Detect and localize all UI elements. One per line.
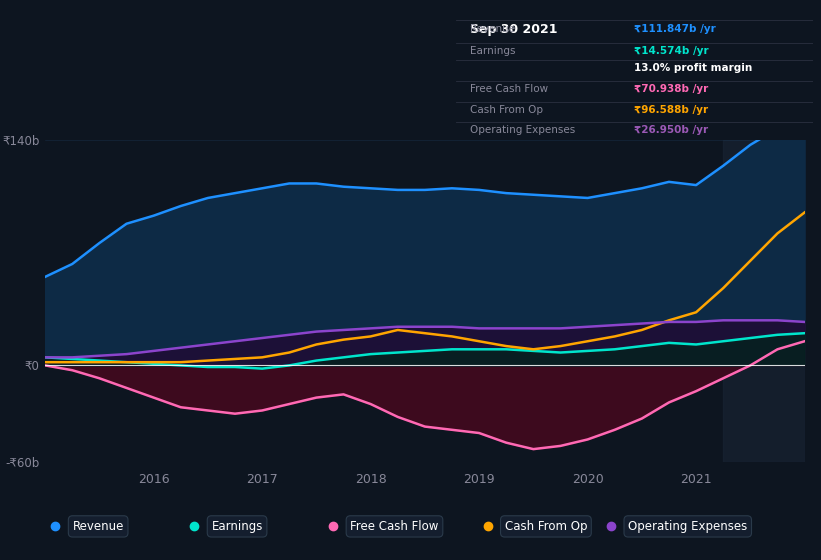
- Bar: [723, 140, 805, 462]
- Text: Free Cash Flow: Free Cash Flow: [351, 520, 438, 533]
- Text: 13.0% profit margin: 13.0% profit margin: [635, 63, 753, 73]
- Text: Cash From Op: Cash From Op: [470, 105, 543, 115]
- Text: Earnings: Earnings: [211, 520, 263, 533]
- Text: Operating Expenses: Operating Expenses: [470, 125, 576, 135]
- Text: ₹111.847b /yr: ₹111.847b /yr: [635, 24, 716, 34]
- Text: ₹26.950b /yr: ₹26.950b /yr: [635, 125, 709, 135]
- Text: ₹70.938b /yr: ₹70.938b /yr: [635, 84, 709, 94]
- Text: ₹96.588b /yr: ₹96.588b /yr: [635, 105, 709, 115]
- Text: Sep 30 2021: Sep 30 2021: [470, 23, 557, 36]
- Text: Revenue: Revenue: [72, 520, 124, 533]
- Text: ₹14.574b /yr: ₹14.574b /yr: [635, 46, 709, 56]
- Text: Revenue: Revenue: [470, 24, 515, 34]
- Text: Earnings: Earnings: [470, 46, 516, 56]
- Text: Cash From Op: Cash From Op: [505, 520, 587, 533]
- Text: Free Cash Flow: Free Cash Flow: [470, 84, 548, 94]
- Text: Operating Expenses: Operating Expenses: [628, 520, 747, 533]
